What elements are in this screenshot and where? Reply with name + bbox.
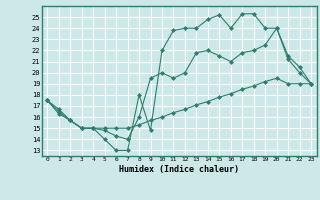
- X-axis label: Humidex (Indice chaleur): Humidex (Indice chaleur): [119, 165, 239, 174]
